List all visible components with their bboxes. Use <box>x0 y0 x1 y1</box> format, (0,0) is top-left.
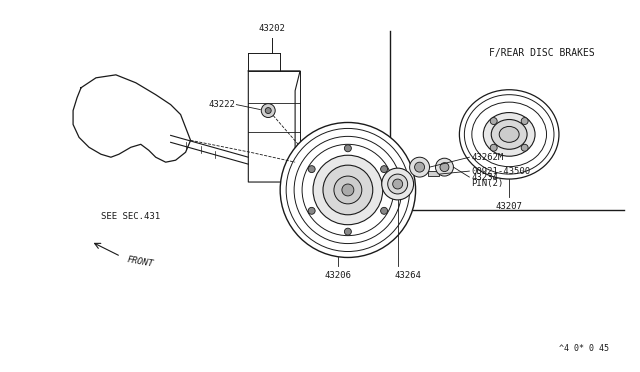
Ellipse shape <box>483 113 535 156</box>
Circle shape <box>313 157 327 171</box>
Circle shape <box>305 174 310 179</box>
Circle shape <box>521 144 528 151</box>
Ellipse shape <box>460 90 559 179</box>
Circle shape <box>280 122 415 257</box>
Circle shape <box>490 144 497 151</box>
Text: 43262M: 43262M <box>471 153 504 162</box>
Circle shape <box>393 179 403 189</box>
Text: F/REAR DISC BRAKES: F/REAR DISC BRAKES <box>489 48 595 58</box>
Circle shape <box>313 155 383 225</box>
Circle shape <box>344 228 351 235</box>
Circle shape <box>308 207 315 214</box>
Circle shape <box>381 168 413 200</box>
Text: 43202: 43202 <box>259 24 285 33</box>
Text: 43222: 43222 <box>209 100 236 109</box>
Text: PIN(2): PIN(2) <box>471 179 504 187</box>
Polygon shape <box>248 71 300 182</box>
Ellipse shape <box>492 119 527 149</box>
Circle shape <box>381 207 388 214</box>
Circle shape <box>330 174 335 179</box>
Text: FRONT: FRONT <box>126 255 154 268</box>
Circle shape <box>323 165 372 215</box>
Text: 00921-43500: 00921-43500 <box>471 167 531 176</box>
Circle shape <box>440 163 449 171</box>
Polygon shape <box>73 75 191 162</box>
Bar <box>428 171 440 176</box>
Ellipse shape <box>499 126 519 142</box>
Circle shape <box>342 184 354 196</box>
Text: 43264: 43264 <box>394 271 421 280</box>
Circle shape <box>410 157 429 177</box>
Circle shape <box>388 174 408 194</box>
Circle shape <box>308 166 315 173</box>
Circle shape <box>305 149 310 154</box>
Circle shape <box>292 137 348 192</box>
Text: 43234: 43234 <box>471 173 498 182</box>
Circle shape <box>306 150 334 178</box>
Text: 43206: 43206 <box>324 271 351 280</box>
Text: ^4 0* 0 45: ^4 0* 0 45 <box>559 344 609 353</box>
Circle shape <box>261 104 275 118</box>
Circle shape <box>298 142 342 186</box>
Text: 43207: 43207 <box>496 202 523 211</box>
Circle shape <box>265 108 271 113</box>
Circle shape <box>490 118 497 125</box>
Circle shape <box>344 145 351 152</box>
Circle shape <box>381 166 388 173</box>
Circle shape <box>330 149 335 154</box>
Circle shape <box>521 118 528 125</box>
Text: SEE SEC.431: SEE SEC.431 <box>101 212 160 221</box>
Circle shape <box>334 176 362 204</box>
Circle shape <box>415 162 424 172</box>
Circle shape <box>435 158 453 176</box>
